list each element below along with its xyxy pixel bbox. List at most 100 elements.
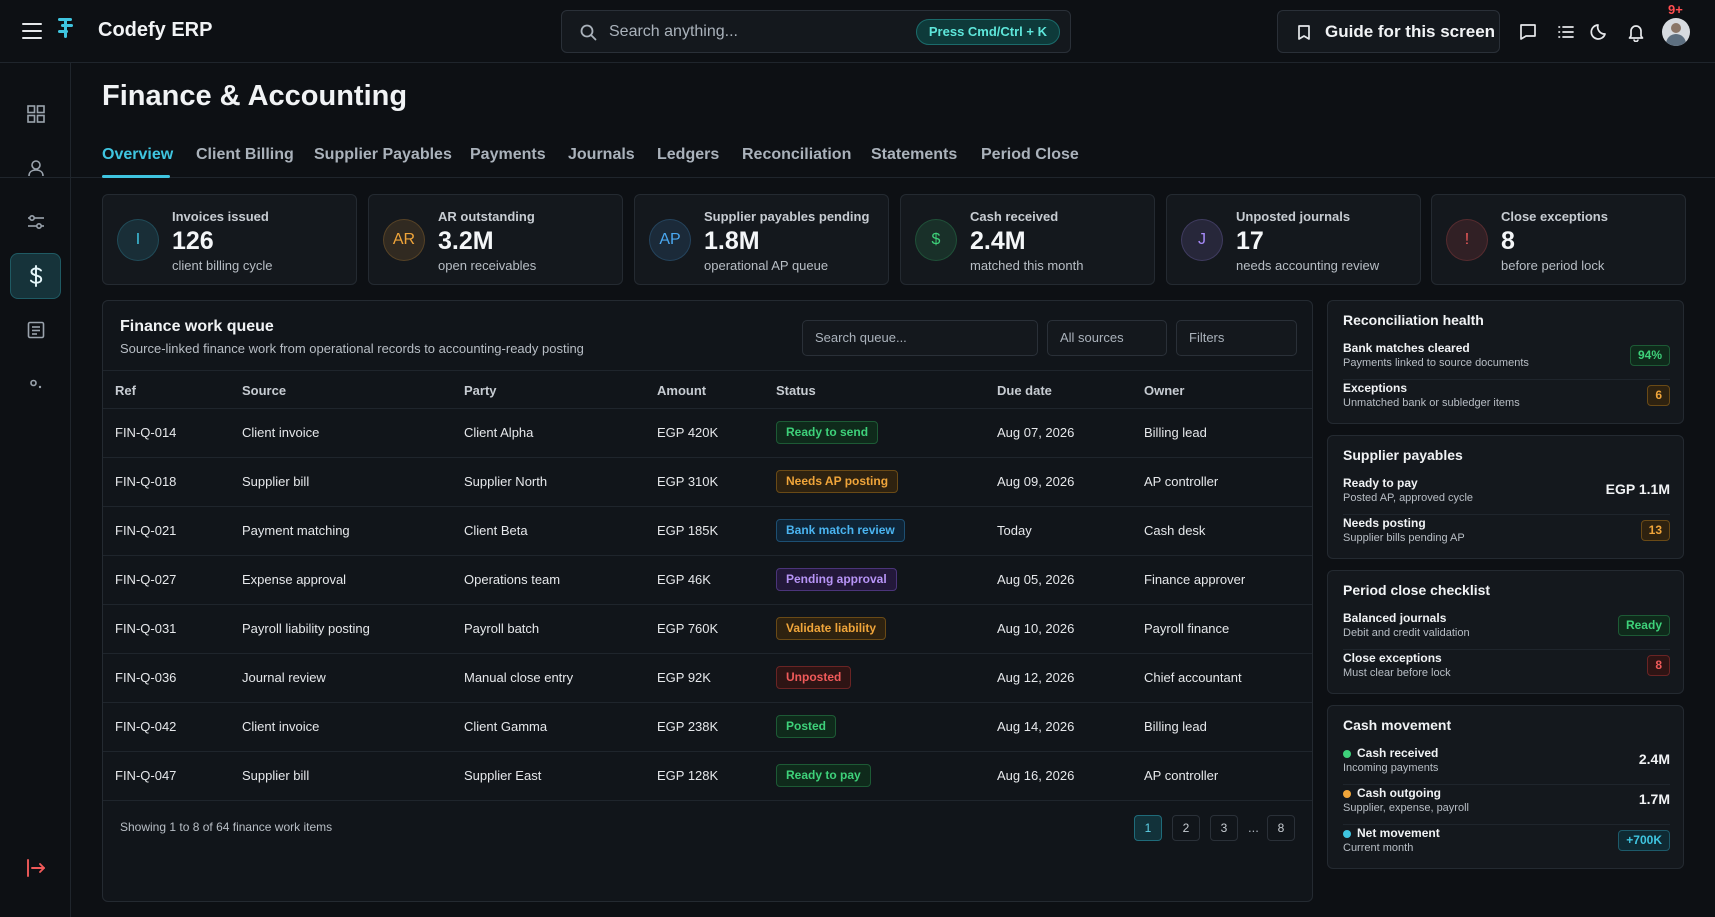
kpi-label: Supplier payables pending	[704, 209, 870, 224]
table-row[interactable]: FIN-Q-047 Supplier bill Supplier East EGP 1…	[103, 752, 1312, 801]
status-badge: Ready to pay	[776, 764, 871, 787]
kpi-value: 2.4M	[970, 227, 1026, 255]
status-badge: Needs AP posting	[776, 470, 899, 493]
queue-search-input[interactable]: Search queue...	[802, 320, 1038, 356]
source-filter-select[interactable]: All sources	[1047, 320, 1167, 356]
cash-received-row: Cash received Incoming payments 2.4M	[1343, 746, 1670, 784]
guide-button[interactable]: Guide for this screen	[1277, 10, 1500, 53]
table-row[interactable]: FIN-Q-031 Payroll liability posting Payrol…	[103, 605, 1312, 654]
cell-source: Client invoice	[242, 719, 320, 734]
tab-ledgers[interactable]: Ledgers	[657, 146, 720, 163]
tab-supplier-payables[interactable]: Supplier Payables	[314, 146, 452, 163]
cell-source: Supplier bill	[242, 474, 310, 489]
cell-due-date: Today	[997, 523, 1032, 538]
column-due-date[interactable]: Due date	[997, 383, 1052, 398]
kpi-label: Invoices issued	[172, 209, 269, 224]
sidebar-item-dashboard[interactable]	[10, 91, 61, 137]
cell-owner: Payroll finance	[1144, 621, 1230, 636]
tab-reconciliation[interactable]: Reconciliation	[742, 146, 852, 163]
row-title: Net movement	[1357, 826, 1440, 840]
table-row[interactable]: FIN-Q-042 Client invoice Client Gamma EGP 2…	[103, 703, 1312, 752]
kpi-icon: I	[117, 219, 159, 261]
cell-source: Supplier bill	[242, 768, 310, 783]
page-2-button[interactable]: 2	[1172, 815, 1200, 841]
cell-owner: Finance approver	[1144, 572, 1246, 587]
column-party[interactable]: Party	[464, 383, 497, 398]
status-badge: Ready to send	[776, 421, 879, 444]
cash-received-value: 2.4M	[1638, 751, 1670, 767]
avatar[interactable]	[1662, 18, 1690, 46]
cell-party: Supplier North	[464, 474, 548, 489]
column-source[interactable]: Source	[242, 383, 287, 398]
column-status[interactable]: Status	[776, 383, 816, 398]
kpi-sub: needs accounting review	[1236, 258, 1380, 273]
cell-source: Payroll liability posting	[242, 621, 370, 636]
row-title: Exceptions	[1343, 381, 1408, 395]
list-icon[interactable]	[1556, 22, 1576, 42]
row-title: Ready to pay	[1343, 476, 1418, 490]
column-amount[interactable]: Amount	[657, 383, 707, 398]
global-search[interactable]: Search anything... Press Cmd/Ctrl + K	[561, 10, 1071, 53]
chat-icon[interactable]	[1518, 22, 1538, 42]
row-subtitle: Debit and credit validation	[1343, 627, 1470, 639]
balanced-journals-badge: Ready	[1617, 615, 1670, 636]
filters-button[interactable]: Filters	[1176, 320, 1297, 356]
recon-exceptions: Exceptions Unmatched bank or subledger i…	[1343, 381, 1670, 419]
queue-title: Finance work queue	[120, 318, 274, 335]
menu-icon[interactable]	[22, 23, 42, 39]
column-owner[interactable]: Owner	[1144, 383, 1185, 398]
search-input[interactable]: Search anything...	[609, 23, 738, 40]
page-8-button[interactable]: 8	[1267, 815, 1295, 841]
sidebar-item-users[interactable]	[10, 145, 61, 191]
table-row[interactable]: FIN-Q-014 Client invoice Client Alpha EGP 4…	[103, 409, 1312, 458]
cell-owner: Billing lead	[1144, 425, 1207, 440]
row-subtitle: Posted AP, approved cycle	[1343, 492, 1474, 504]
sidebar-item-more[interactable]	[10, 361, 61, 407]
kpi-unposted-journals: J Unposted journals 17 needs accounting …	[1166, 194, 1421, 285]
table-row[interactable]: FIN-Q-018 Supplier bill Supplier North EGP …	[103, 458, 1312, 507]
sidebar-item-finance[interactable]	[10, 253, 61, 299]
table-row[interactable]: FIN-Q-021 Payment matching Client Beta EGP …	[103, 507, 1312, 556]
grid-icon	[26, 105, 45, 123]
tab-period-close[interactable]: Period Close	[981, 146, 1079, 163]
logout-icon	[26, 859, 45, 877]
logout-button[interactable]	[10, 845, 61, 891]
cell-party: Client Alpha	[464, 425, 534, 440]
close-exceptions-badge: 8	[1647, 655, 1670, 676]
cell-due-date: Aug 14, 2026	[997, 719, 1075, 734]
tab-overview[interactable]: Overview	[102, 146, 174, 163]
column-ref[interactable]: Ref	[115, 383, 136, 398]
row-title: Close exceptions	[1343, 651, 1442, 665]
cell-source: Journal review	[242, 670, 326, 685]
exceptions-badge: 6	[1647, 385, 1670, 406]
cell-party: Supplier East	[464, 768, 542, 783]
cell-ref: FIN-Q-027	[115, 572, 177, 587]
kpi-close-exceptions: ! Close exceptions 8 before period lock	[1431, 194, 1686, 285]
panel-title: Cash movement	[1343, 717, 1452, 733]
kpi-sub: client billing cycle	[172, 258, 273, 273]
panel-title: Period close checklist	[1343, 582, 1491, 598]
sidebar-item-settings[interactable]	[10, 199, 61, 245]
moon-icon[interactable]	[1590, 22, 1610, 42]
notification-badge: 9+	[1668, 2, 1683, 17]
page-1-button[interactable]: 1	[1134, 815, 1162, 841]
page-3-button[interactable]: 3	[1210, 815, 1238, 841]
bell-icon[interactable]	[1626, 22, 1646, 42]
cell-ref: FIN-Q-014	[115, 425, 177, 440]
tab-journals[interactable]: Journals	[568, 146, 635, 163]
table-row[interactable]: FIN-Q-027 Expense approval Operations team…	[103, 556, 1312, 605]
sidebar	[0, 63, 71, 917]
cell-amount: EGP 760K	[657, 621, 719, 636]
cell-owner: Chief accountant	[1144, 670, 1242, 685]
cell-party: Payroll batch	[464, 621, 540, 636]
cell-due-date: Aug 09, 2026	[997, 474, 1075, 489]
tab-client-billing[interactable]: Client Billing	[196, 146, 294, 163]
needs-posting-badge: 13	[1640, 520, 1670, 541]
tab-payments[interactable]: Payments	[470, 146, 546, 163]
sidebar-item-reports[interactable]	[10, 307, 61, 353]
tab-bar: Overview Client Billing Supplier Payable…	[0, 140, 1715, 178]
tab-statements[interactable]: Statements	[871, 146, 958, 163]
cell-amount: EGP 46K	[657, 572, 711, 587]
cell-ref: FIN-Q-042	[115, 719, 177, 734]
table-row[interactable]: FIN-Q-036 Journal review Manual close entr…	[103, 654, 1312, 703]
